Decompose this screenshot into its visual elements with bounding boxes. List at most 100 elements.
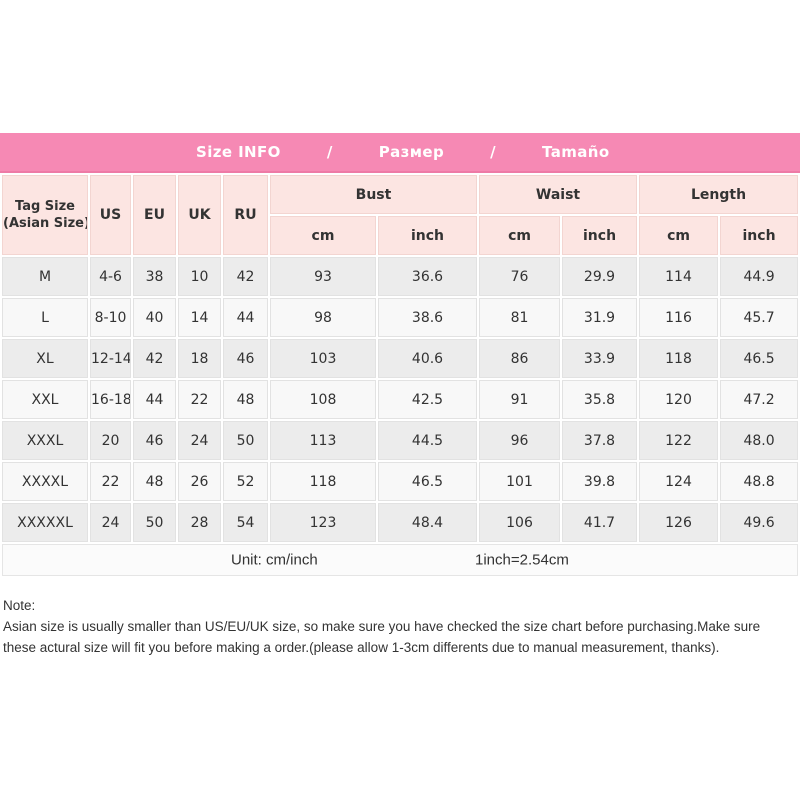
cell-length-inch: 44.9 (720, 257, 799, 296)
header-row-units: cm inch cm inch cm inch (2, 216, 799, 255)
note-title: Note: (3, 598, 36, 613)
cell-bust-cm: 108 (270, 380, 376, 419)
cell-uk: 28 (178, 503, 221, 542)
cell-us: 24 (90, 503, 131, 542)
cell-bust-cm: 103 (270, 339, 376, 378)
subheader-bust-inch: inch (378, 216, 478, 255)
cell-length-inch: 48.8 (720, 462, 799, 501)
cell-eu: 50 (133, 503, 176, 542)
cell-us: 12-14 (90, 339, 131, 378)
note-block: Note: Asian size is usually smaller than… (3, 595, 800, 658)
cell-tag: XL (2, 339, 88, 378)
cell-ru: 44 (223, 298, 268, 337)
cell-tag: XXXL (2, 421, 88, 460)
cell-waist-inch: 37.8 (562, 421, 638, 460)
unit-label: Unit: cm/inch (231, 551, 318, 569)
cell-tag: XXXXL (2, 462, 88, 501)
cell-uk: 22 (178, 380, 221, 419)
header-tag-size-line2: (Asian Size) (3, 216, 88, 231)
cell-waist-cm: 76 (479, 257, 561, 296)
cell-ru: 42 (223, 257, 268, 296)
banner-separator-1: / (326, 143, 333, 161)
cell-length-inch: 49.6 (720, 503, 799, 542)
cell-length-cm: 122 (639, 421, 719, 460)
cell-ru: 54 (223, 503, 268, 542)
cell-waist-inch: 35.8 (562, 380, 638, 419)
cell-waist-inch: 29.9 (562, 257, 638, 296)
cell-eu: 40 (133, 298, 176, 337)
cell-us: 16-18 (90, 380, 131, 419)
cell-bust-inch: 48.4 (378, 503, 478, 542)
header-waist: Waist (479, 175, 638, 214)
cell-tag: XXL (2, 380, 88, 419)
cell-bust-inch: 38.6 (378, 298, 478, 337)
header-row-groups: Tag Size (Asian Size) US EU UK RU Bust W… (2, 175, 799, 255)
cell-ru: 50 (223, 421, 268, 460)
banner-title-es: Tamaño (542, 143, 610, 161)
size-chart-table: Tag Size (Asian Size) US EU UK RU Bust W… (0, 173, 800, 578)
cell-length-cm: 114 (639, 257, 719, 296)
subheader-waist-cm: cm (479, 216, 561, 255)
cell-ru: 46 (223, 339, 268, 378)
cell-length-inch: 45.7 (720, 298, 799, 337)
note-line-2: these actural size will fit you before m… (3, 640, 720, 655)
cell-bust-cm: 118 (270, 462, 376, 501)
row-xxxl: XXXL 20 46 24 50 113 44.5 96 37.8 122 48… (2, 421, 799, 460)
cell-us: 4-6 (90, 257, 131, 296)
size-info-banner: Size INFO / Размер / Tamaño (0, 133, 800, 173)
cell-waist-cm: 101 (479, 462, 561, 501)
banner-separator-2: / (490, 143, 496, 161)
cell-length-inch: 47.2 (720, 380, 799, 419)
cell-eu: 38 (133, 257, 176, 296)
cell-ru: 48 (223, 380, 268, 419)
cell-length-cm: 126 (639, 503, 719, 542)
cell-uk: 26 (178, 462, 221, 501)
header-us: US (90, 175, 131, 255)
cell-eu: 46 (133, 421, 176, 460)
cell-ru: 52 (223, 462, 268, 501)
cell-bust-cm: 113 (270, 421, 376, 460)
cell-waist-inch: 41.7 (562, 503, 638, 542)
cell-waist-inch: 31.9 (562, 298, 638, 337)
header-eu: EU (133, 175, 176, 255)
cell-bust-inch: 44.5 (378, 421, 478, 460)
cell-bust-inch: 40.6 (378, 339, 478, 378)
cell-bust-cm: 93 (270, 257, 376, 296)
header-length: Length (639, 175, 799, 214)
cell-us: 22 (90, 462, 131, 501)
conversion-label: 1inch=2.54cm (475, 551, 569, 569)
cell-uk: 18 (178, 339, 221, 378)
row-xl: XL 12-14 42 18 46 103 40.6 86 33.9 118 4… (2, 339, 799, 378)
banner-title-ru: Размер (378, 143, 445, 161)
subheader-waist-inch: inch (562, 216, 638, 255)
header-bust: Bust (270, 175, 478, 214)
row-xxl: XXL 16-18 44 22 48 108 42.5 91 35.8 120 … (2, 380, 799, 419)
header-tag-size-line1: Tag Size (15, 199, 75, 214)
cell-length-cm: 120 (639, 380, 719, 419)
header-uk: UK (178, 175, 221, 255)
cell-length-cm: 116 (639, 298, 719, 337)
cell-length-cm: 118 (639, 339, 719, 378)
header-tag-size: Tag Size (Asian Size) (2, 175, 88, 255)
cell-length-inch: 46.5 (720, 339, 799, 378)
cell-tag: M (2, 257, 88, 296)
cell-bust-inch: 42.5 (378, 380, 478, 419)
cell-tag: XXXXXL (2, 503, 88, 542)
cell-tag: L (2, 298, 88, 337)
row-xxxxxl: XXXXXL 24 50 28 54 123 48.4 106 41.7 126… (2, 503, 799, 542)
cell-us: 20 (90, 421, 131, 460)
banner-title-en: Size INFO (196, 143, 281, 161)
header-ru: RU (223, 175, 268, 255)
cell-waist-cm: 91 (479, 380, 561, 419)
cell-waist-cm: 96 (479, 421, 561, 460)
cell-waist-cm: 86 (479, 339, 561, 378)
cell-waist-cm: 81 (479, 298, 561, 337)
row-m: M 4-6 38 10 42 93 36.6 76 29.9 114 44.9 (2, 257, 799, 296)
cell-us: 8-10 (90, 298, 131, 337)
cell-length-inch: 48.0 (720, 421, 799, 460)
unit-row-cell: Unit: cm/inch 1inch=2.54cm (2, 544, 799, 576)
cell-uk: 10 (178, 257, 221, 296)
cell-waist-inch: 33.9 (562, 339, 638, 378)
cell-bust-inch: 46.5 (378, 462, 478, 501)
